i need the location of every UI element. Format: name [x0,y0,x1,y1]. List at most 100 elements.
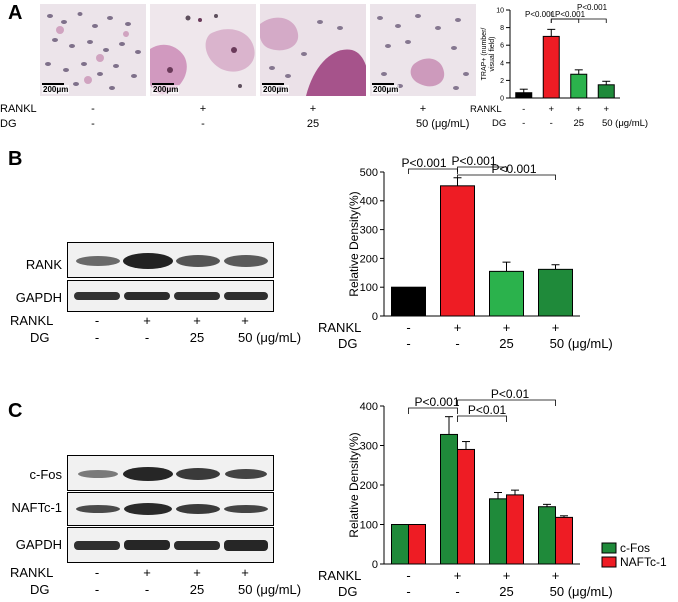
bar [570,73,588,99]
p-value-label: P<0.001 [401,156,446,170]
rankl-value: + [309,103,317,115]
micrograph-dg25: 200μm [260,4,366,96]
rankl-value: - [91,103,95,115]
dg-value: 25 [306,118,320,130]
bar-c-fos [489,498,507,565]
rankl-value: + [193,313,201,328]
x-row-value: - [550,118,553,129]
bar [538,268,573,317]
dg-value: - [94,330,100,345]
x-row-value: - [406,584,410,599]
bar-naftc-1 [555,516,573,565]
y-tick-label: 10 [496,7,504,14]
y-tick-label: 2 [500,78,504,85]
x-row-label: DG [338,584,358,599]
rankl-row-label: RANKL [10,313,54,328]
x-row-value: + [503,568,511,583]
y-tick-label: 400 [360,401,378,413]
scale-label: 200μm [152,85,180,94]
x-row-value: + [603,104,609,115]
x-row-value: - [522,118,525,129]
p-value-label: P<0.001 [414,395,459,409]
y-tick-label: 500 [360,167,378,179]
panel-letter-a: A [8,2,23,24]
bar [440,185,475,317]
scale-label: 200μm [262,85,290,94]
micrograph-control: 200μm [40,4,146,96]
micrograph-dg50-image [370,4,476,96]
chart-trap-count: 0 2 4 6 8 10 TRAP+ (number/visual field) RANKL -… [470,3,648,129]
dg-value: 50 (μg/mL) [238,330,302,345]
y-tick-label: 0 [372,311,378,323]
scale-bar [372,83,394,85]
blot-label-cfos: c-Fos [29,467,63,482]
rankl-value: + [241,313,249,328]
x-row-value: - [406,336,410,351]
rankl-value: + [193,565,201,580]
y-axis-label: Relative Density(%) [347,191,361,296]
scale-bar [262,83,284,85]
bar [489,270,524,317]
y-tick-label: 100 [360,282,378,294]
p-value-label: P<0.001 [451,154,496,168]
y-tick-label: 200 [360,253,378,265]
bar [391,286,426,317]
micrograph-control-image [40,4,146,96]
y-tick-label: 0 [372,559,378,571]
rankl-value: + [241,565,249,580]
bar-c-fos [538,506,556,565]
x-row-value: 50 (μg/mL) [602,118,648,129]
western-blot-nfatc1 [67,492,274,526]
y-tick-label: 200 [360,480,378,492]
scale-bar [42,83,64,85]
significance-bracket [457,415,507,422]
y-axis-label: visual field) [489,36,496,71]
legend-swatch [601,542,617,554]
panel-letter-b: B [8,148,23,170]
micrograph-rankl-image [150,4,256,96]
x-row-label: DG [338,336,358,351]
bar-c-fos [391,524,409,565]
dg-value: 25 [189,582,205,597]
p-value-label: P<0.01 [468,403,507,417]
blot-label-nfatc1: NAFTc-1 [11,500,62,515]
dg-value: - [201,118,205,130]
significance-bracket [408,407,458,414]
y-tick-label: 300 [360,440,378,452]
western-blot-gapdh-c [67,527,274,563]
x-row-value: + [454,568,462,583]
bar [515,92,533,99]
x-row-value: + [454,320,462,335]
y-tick-label: 0 [500,95,504,102]
chart-rank-density: 0 100 200 300 400 500 Relative Density(%) RANKL… [318,154,613,351]
dg-value: - [144,330,150,345]
p-value-label: P<0.001 [577,3,608,12]
significance-bracket [457,399,556,406]
micrograph-rankl: 200μm [150,4,256,96]
micrograph-dg50: 200μm [370,4,476,96]
dg-row-label: DG [30,582,50,597]
x-row-label: RANKL [318,568,361,583]
y-tick-label: 6 [500,43,504,50]
panel-letter-c: C [8,400,23,422]
micrograph-dg25-image [260,4,366,96]
p-value-label: P<0.001 [525,10,556,19]
legend-label: NAFTc-1 [620,555,667,569]
legend-label: c-Fos [620,541,650,555]
y-tick-label: 300 [360,224,378,236]
x-row-value: + [503,320,511,335]
significance-bracket [550,18,580,23]
bar [597,84,615,99]
y-tick-label: 8 [500,25,504,32]
scale-bar [152,83,174,85]
x-row-value: 25 [499,584,513,599]
blot-label-gapdh: GAPDH [15,290,62,305]
bar-naftc-1 [408,524,426,565]
p-value-label: P<0.001 [491,162,536,176]
bar [542,35,560,99]
dg-value: 50 (μg/mL) [238,582,302,597]
bar-c-fos [440,433,458,565]
western-blot-rank [67,242,274,278]
rankl-row-label: RANKL [10,565,54,580]
